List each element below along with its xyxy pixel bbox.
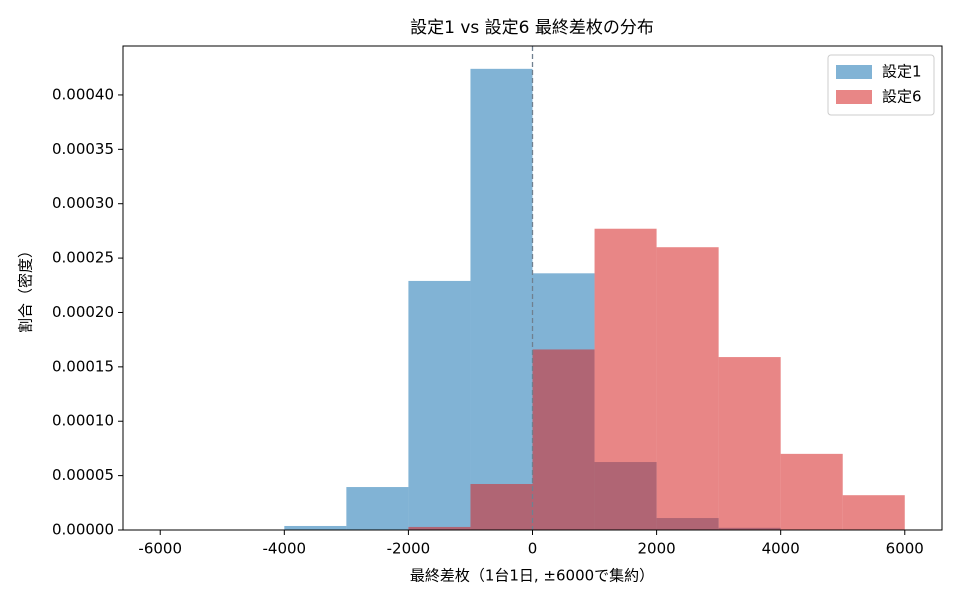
histogram-bar bbox=[408, 526, 471, 530]
y-tick-label: 0.00025 bbox=[52, 249, 114, 267]
y-tick-label: 0.00005 bbox=[52, 466, 114, 484]
x-tick-label: 6000 bbox=[886, 540, 924, 558]
y-tick-label: 0.00015 bbox=[52, 357, 114, 375]
y-tick-label: 0.00010 bbox=[52, 412, 114, 430]
histogram-bar bbox=[284, 525, 347, 530]
x-axis-label: 最終差枚（1台1日, ±6000で集約） bbox=[410, 567, 654, 585]
histogram-bar bbox=[842, 495, 905, 530]
legend-swatch bbox=[836, 65, 872, 79]
histogram-bar bbox=[594, 228, 657, 530]
y-tick-label: 0.00040 bbox=[52, 85, 114, 103]
histogram-bar bbox=[532, 349, 595, 530]
histogram-bar bbox=[346, 487, 409, 530]
legend-swatch bbox=[836, 90, 872, 104]
histogram-bar bbox=[780, 453, 843, 530]
y-axis-label: 割合（密度） bbox=[17, 243, 35, 333]
legend-label: 設定6 bbox=[882, 88, 922, 106]
y-tick-label: 0.00000 bbox=[52, 521, 114, 539]
y-tick-label: 0.00035 bbox=[52, 140, 114, 158]
x-tick-label: 2000 bbox=[637, 540, 675, 558]
histogram-bar bbox=[470, 483, 533, 530]
x-tick-label: 4000 bbox=[762, 540, 800, 558]
histogram-bar bbox=[408, 280, 471, 530]
histogram-bar bbox=[718, 357, 781, 530]
x-tick-label: -6000 bbox=[138, 540, 182, 558]
legend-label: 設定1 bbox=[882, 63, 922, 81]
histogram-bar bbox=[470, 68, 533, 530]
x-tick-label: -2000 bbox=[387, 540, 431, 558]
x-tick-label: -4000 bbox=[263, 540, 307, 558]
chart-title: 設定1 vs 設定6 最終差枚の分布 bbox=[410, 18, 654, 38]
y-tick-label: 0.00020 bbox=[52, 303, 114, 321]
y-tick-label: 0.00030 bbox=[52, 194, 114, 212]
histogram-bar bbox=[656, 247, 719, 530]
x-tick-label: 0 bbox=[528, 540, 538, 558]
